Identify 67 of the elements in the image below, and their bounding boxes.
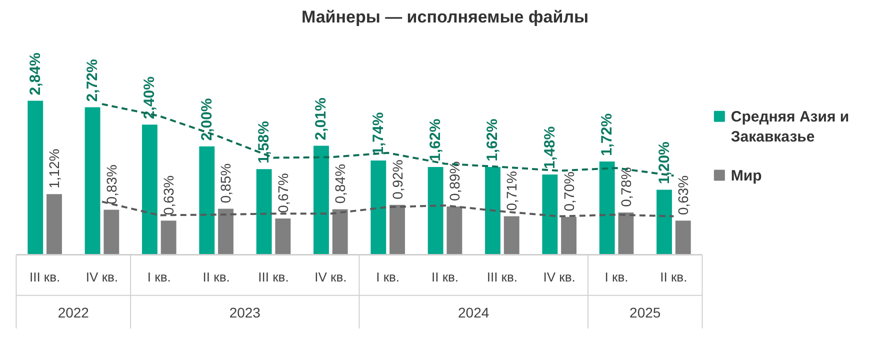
legend-label: Мир — [730, 167, 762, 184]
bar — [199, 146, 215, 255]
x-tick-label: I кв. — [147, 269, 171, 284]
x-tick-label: III кв. — [29, 269, 60, 284]
bar — [618, 212, 634, 255]
bar — [275, 218, 291, 255]
x-tick-label: IV кв. — [543, 269, 576, 284]
data-label: 1,62% — [484, 118, 502, 162]
bar — [446, 206, 462, 255]
text: 2023 — [229, 304, 261, 320]
data-label: 1,48% — [541, 126, 558, 169]
bar — [504, 216, 520, 255]
x-tick-label: I кв. — [604, 269, 628, 284]
data-label: 1,74% — [370, 112, 387, 155]
data-label: 0,92% — [389, 160, 406, 200]
data-label: 2,40% — [141, 76, 158, 120]
x-tick-label: III кв. — [486, 269, 518, 284]
x-tick-label: II кв. — [431, 269, 459, 284]
bar — [428, 166, 444, 255]
bar — [542, 174, 558, 255]
x-tick-label: II кв. — [660, 269, 688, 284]
data-label: 0,84% — [332, 164, 348, 204]
text: 2022 — [58, 304, 90, 320]
data-label: 0,89% — [446, 161, 462, 201]
data-label: 1,62% — [427, 118, 444, 162]
bar — [314, 146, 329, 255]
bar — [160, 220, 176, 255]
data-label: 0,63% — [160, 175, 177, 216]
bar — [46, 194, 62, 255]
x-tick-label: IV кв. — [86, 269, 118, 284]
bar — [485, 166, 500, 255]
data-label: 0,85% — [218, 163, 234, 204]
data-label: 0,83% — [103, 164, 120, 204]
data-label: 2,84% — [26, 52, 44, 96]
data-label: 1,20% — [656, 142, 673, 184]
data-label: 2,00% — [198, 98, 216, 141]
bar — [332, 209, 348, 255]
x-tick-label: II кв. — [202, 269, 230, 284]
data-label: 0,78% — [618, 167, 634, 207]
bar — [142, 124, 158, 255]
bar — [84, 107, 100, 255]
bar — [675, 220, 691, 255]
legend-label: Средняя Азия и Закавказье — [730, 108, 850, 146]
x-tick-label: IV кв. — [314, 269, 347, 284]
x-tick-label: I кв. — [376, 269, 400, 284]
text: 2024 — [458, 304, 490, 320]
data-label: 2,01% — [312, 98, 330, 140]
data-label: 0,71% — [504, 171, 520, 211]
bar — [218, 208, 234, 255]
bar — [256, 169, 272, 255]
chart-title: Майнеры — исполняемые файлы — [301, 8, 589, 26]
bar — [390, 204, 405, 255]
x-tick-label: III кв. — [258, 269, 289, 284]
text: 2025 — [630, 304, 661, 320]
bar — [28, 100, 44, 255]
bar — [104, 210, 120, 255]
data-label: 0,67% — [274, 173, 291, 213]
data-label: 1,72% — [598, 113, 616, 156]
data-label: 0,70% — [560, 172, 577, 212]
data-label: 2,72% — [84, 59, 102, 102]
bar — [599, 162, 615, 255]
bar — [656, 190, 672, 255]
data-label: 1,58% — [256, 121, 273, 164]
data-label: 0,63% — [675, 175, 692, 216]
bar — [370, 160, 386, 255]
bar — [561, 216, 576, 255]
data-label: 1,12% — [46, 148, 62, 188]
